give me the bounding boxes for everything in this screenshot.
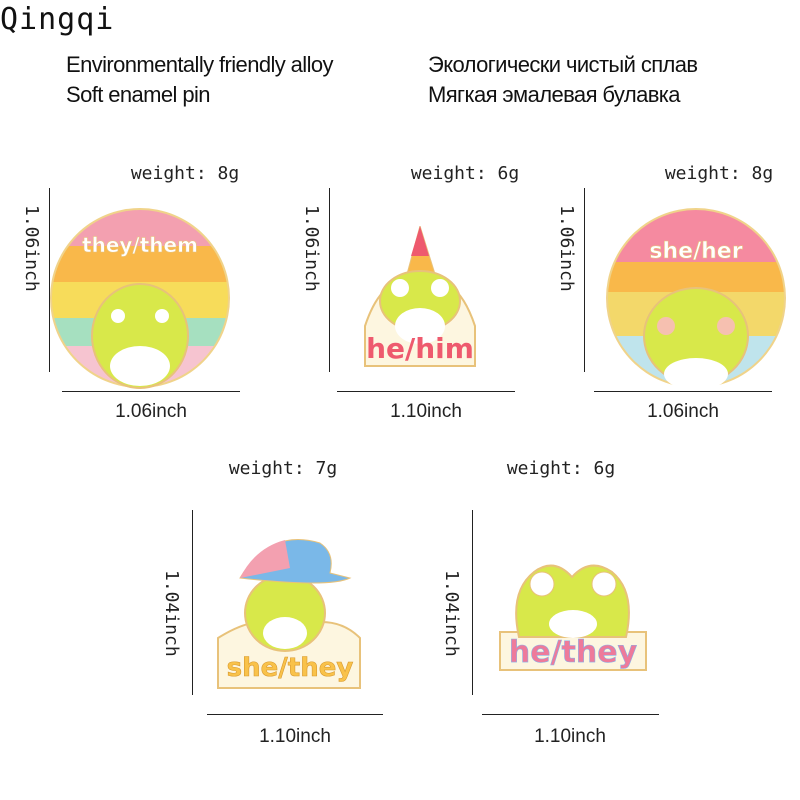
pin-he-him-image: he/him [364, 226, 476, 367]
pin2-height-line [329, 188, 330, 372]
pin4-lettering: she/they [227, 653, 354, 683]
pin5-height-line [472, 510, 473, 695]
pin1-height-line [49, 188, 50, 372]
feature-ru-1: Экологически чистый сплав [428, 52, 698, 77]
pin5-width-line [482, 714, 659, 715]
pin4-width-line [207, 714, 383, 715]
pin1-width: 1.06inch [115, 401, 187, 422]
pin4-height-line [192, 510, 193, 695]
pin3-height-line [584, 188, 585, 372]
pin3-height: 1.06inch [556, 205, 577, 292]
pin4-weight: weight: 7g [228, 458, 338, 479]
pin3-width: 1.06inch [647, 401, 719, 422]
pin5-weight: weight: 6g [506, 458, 616, 479]
feature-en-1: Environmentally friendly alloy [66, 52, 334, 77]
pin1-lettering: they/them [82, 233, 198, 257]
pin3-width-line [594, 391, 772, 392]
pin-she-her-image: she/her [606, 208, 786, 390]
pin1-weight: weight: 8g [130, 163, 240, 184]
pin-she-they-image: she/they [217, 539, 361, 689]
pin2-height: 1.06inch [301, 205, 322, 292]
pin1-height: 1.06inch [21, 205, 42, 292]
pin3-lettering: she/her [649, 239, 742, 264]
pin3-weight: weight: 8g [664, 163, 774, 184]
pin4-width: 1.10inch [259, 726, 331, 747]
pin2-weight: weight: 6g [410, 163, 520, 184]
pin2-width-line [337, 391, 515, 392]
pin2-width: 1.10inch [390, 401, 462, 422]
pin4-height: 1.04inch [161, 570, 182, 657]
feature-en-2: Soft enamel pin [66, 82, 210, 107]
pin-he-they-image: he/they [499, 564, 647, 671]
pin5-width: 1.10inch [534, 726, 606, 747]
brand-name: Qingqi [0, 2, 115, 37]
feature-ru-2: Мягкая эмалевая булавка [428, 82, 681, 107]
pin2-lettering: he/him [366, 332, 474, 365]
pin5-lettering: he/they [509, 635, 638, 670]
pin1-width-line [62, 391, 240, 392]
pin-they-them-image: they/them [50, 208, 230, 389]
pin5-height: 1.04inch [441, 570, 462, 657]
